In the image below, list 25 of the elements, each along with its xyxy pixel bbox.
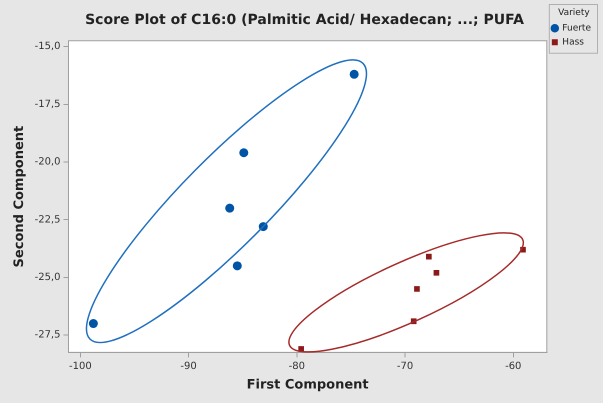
y-tick-label: -27,5	[34, 330, 60, 341]
y-tick-label: -25,0	[34, 272, 60, 283]
y-tick-label: -17,5	[34, 98, 60, 110]
point	[232, 261, 242, 270]
point	[350, 70, 359, 79]
point	[426, 254, 432, 260]
x-axis-title: First Component	[246, 378, 369, 393]
x-tick-label: -80	[288, 360, 305, 372]
x-tick-label: -90	[180, 360, 197, 372]
point	[239, 148, 248, 158]
legend-label: Hass	[562, 38, 584, 48]
y-tick-label: -22,5	[34, 214, 60, 226]
legend-title: Variety	[558, 8, 590, 18]
point	[414, 286, 420, 292]
x-tick-label: -70	[396, 360, 414, 372]
y-axis-title: Second Component	[12, 126, 28, 268]
y-tick-label: -15,0	[34, 41, 60, 52]
chart-title: Score Plot of C16:0 (Palmitic Acid/ Hexadecan; ...; PUFA	[85, 12, 524, 28]
legend-label: Fuerte	[562, 24, 592, 34]
x-tick-label: -60	[505, 360, 522, 372]
y-tick-label: -20,0	[34, 156, 60, 168]
x-tick-label: -100	[69, 360, 92, 372]
point	[88, 319, 98, 328]
point	[225, 204, 234, 213]
point	[434, 270, 440, 276]
